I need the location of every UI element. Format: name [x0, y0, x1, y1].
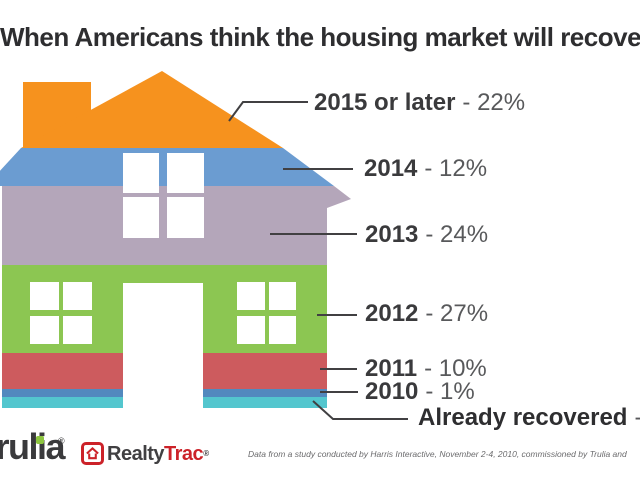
callout-2015: 2015 or later - 22%: [314, 91, 525, 115]
leader-line-already-recovered: [312, 400, 408, 420]
callout-2011-label: 2011: [365, 355, 418, 382]
callout-2013-label: 2013: [365, 221, 419, 248]
callout-already-recovered: Already recovered-: [418, 406, 640, 430]
callout-2015-value: - 22%: [462, 89, 526, 116]
realtytrac-logo-trac: Trac: [164, 443, 204, 465]
realtytrac-house-glyph: [86, 446, 99, 460]
callout-2013: 2013- 24%: [365, 223, 488, 247]
leader-line-2015: [228, 101, 308, 122]
callout-2014-label: 2014: [364, 155, 418, 182]
callout-2014-value: - 12%: [424, 155, 488, 182]
callout-2010-value: - 1%: [425, 378, 475, 405]
ground-window-left: [30, 282, 92, 344]
ground-window-right: [237, 282, 296, 344]
callout-2015-label: 2015 or later: [314, 89, 456, 116]
callout-2012: 2012- 27%: [365, 302, 488, 326]
callout-2013-value: - 24%: [425, 221, 489, 248]
realtytrac-registered-mark: ®: [203, 449, 209, 458]
realtytrac-logo-realty: Realty: [107, 443, 165, 465]
callout-2012-value: - 27%: [425, 300, 489, 327]
trulia-logo: trulia: [0, 426, 66, 467]
callout-2012-label: 2012: [365, 300, 419, 327]
callout-2011-value: - 10%: [424, 355, 487, 382]
callout-already-recovered-label: Already recovered: [418, 404, 628, 431]
callout-already-recovered-value: -: [634, 404, 640, 431]
callout-2014: 2014- 12%: [364, 157, 487, 181]
trulia-registered-mark: ®: [58, 436, 65, 446]
door-shape: [123, 283, 203, 408]
callout-2011: 2011- 10%: [365, 357, 487, 381]
page-title: When Americans think the housing market …: [0, 22, 640, 52]
callout-2010-label: 2010: [365, 378, 419, 405]
callout-2010: 2010- 1%: [365, 380, 475, 404]
realtytrac-house-icon: [81, 442, 104, 465]
upper-window: [123, 153, 204, 238]
data-source-note: Data from a study conducted by Harris In…: [248, 449, 627, 459]
band-2015-roof: [21, 71, 283, 148]
roof-eave-tip: [327, 186, 351, 208]
realtytrac-logo: RealtyTrac®: [107, 443, 209, 465]
trulia-green-dot-icon: [36, 436, 44, 444]
band-2013: [2, 186, 327, 265]
